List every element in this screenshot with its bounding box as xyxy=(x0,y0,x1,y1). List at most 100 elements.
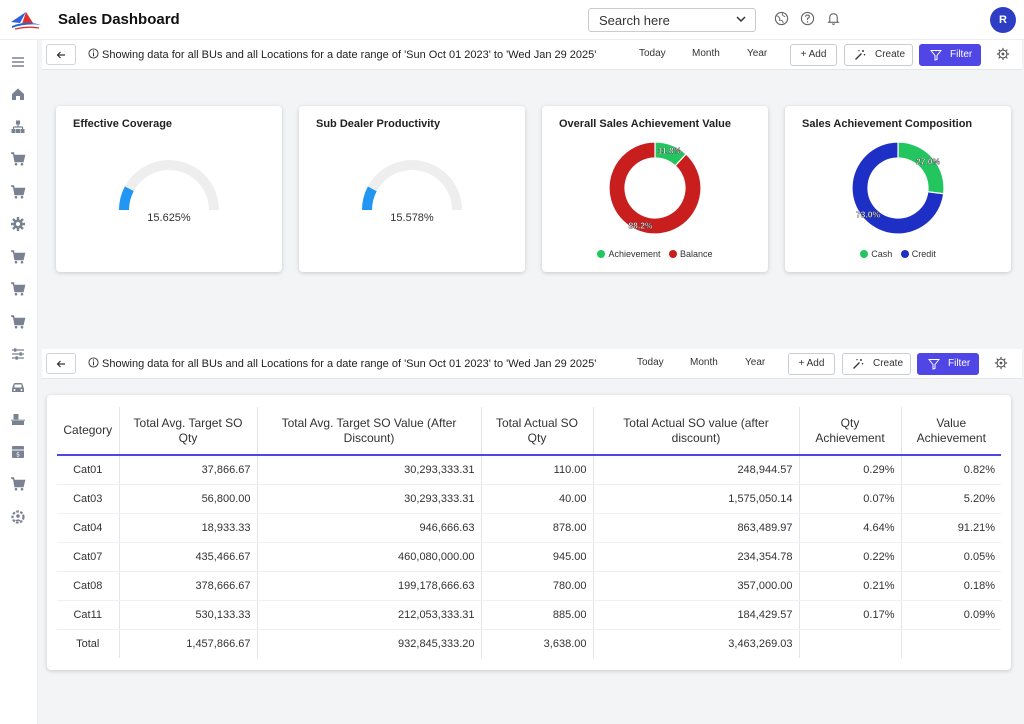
effective-coverage-gauge xyxy=(119,160,219,210)
table-cell: 30,293,333.31 xyxy=(257,484,482,514)
table-row[interactable]: Cat04 18,933.33 946,666.63 878.00 863,489.97… xyxy=(57,513,1001,543)
filter-label: Filter xyxy=(950,49,973,60)
create-label: Create xyxy=(875,49,906,60)
composition-donut-chart: 27.0% 73.0% xyxy=(851,141,945,235)
menu-icon[interactable] xyxy=(10,54,26,70)
table-cell: 212,053,333.31 xyxy=(257,600,482,630)
add-button[interactable]: + Add xyxy=(788,353,835,375)
legend-label: Credit xyxy=(911,249,936,259)
company-logo[interactable] xyxy=(9,8,43,32)
table-cell: Cat11 xyxy=(57,600,120,630)
donut-slice-label: 88.2% xyxy=(628,220,653,230)
chart-legend: Achievement Balance xyxy=(542,249,768,259)
donut-slice-label: 11.8% xyxy=(658,146,682,156)
gear-icon[interactable] xyxy=(994,356,1008,370)
table-cell: 18,933.33 xyxy=(119,513,258,543)
legend-item-credit[interactable]: Credit xyxy=(900,249,936,259)
table-cell: 0.05% xyxy=(901,542,1001,572)
column-header[interactable]: Category xyxy=(57,407,120,456)
table-body: Cat01 37,866.67 30,293,333.31 110.00 248,944… xyxy=(57,455,1001,658)
column-header[interactable]: Total Avg. Target SO Qty xyxy=(119,407,258,456)
home-icon[interactable] xyxy=(10,86,26,102)
table-row[interactable]: Cat03 56,800.00 30,293,333.31 40.00 1,575,05… xyxy=(57,484,1001,514)
gauge-fill xyxy=(362,186,377,210)
gear-icon[interactable] xyxy=(996,47,1010,61)
help-icon[interactable] xyxy=(800,11,815,26)
today-button[interactable]: Today xyxy=(639,48,666,59)
filter-button[interactable]: Filter xyxy=(917,353,979,375)
search-dropdown[interactable]: Search here xyxy=(588,8,756,32)
table-cell: 4.64% xyxy=(799,513,902,543)
filter-button[interactable]: Filter xyxy=(919,44,981,66)
table-total-row[interactable]: Total 1,457,866.67 932,845,333.20 3,638.00 3… xyxy=(57,629,1001,658)
category-table: Category Total Avg. Target SO Qty Total Av… xyxy=(57,407,1001,658)
table-row[interactable]: Cat07 435,466.67 460,080,000.00 945.00 234,3… xyxy=(57,542,1001,572)
car-icon[interactable] xyxy=(10,379,26,395)
cart-icon[interactable] xyxy=(10,151,26,167)
column-header[interactable]: Qty Achievement xyxy=(799,407,902,456)
create-button[interactable]: Create xyxy=(842,353,911,375)
table-cell: 3,638.00 xyxy=(481,629,594,658)
column-header[interactable]: Total Actual SO Qty xyxy=(481,407,594,456)
cart-icon[interactable] xyxy=(10,281,26,297)
legend-item-achievement[interactable]: Achievement xyxy=(597,249,660,259)
column-header[interactable]: Total Actual SO value (after discount) xyxy=(593,407,800,456)
sub-dealer-productivity-gauge xyxy=(362,160,462,210)
table-row[interactable]: Cat08 378,666.67 199,178,666.63 780.00 357,0… xyxy=(57,571,1001,601)
table-cell: Cat07 xyxy=(57,542,120,572)
user-avatar[interactable]: R xyxy=(990,7,1016,33)
back-button[interactable] xyxy=(46,44,76,65)
table-cell: 0.82% xyxy=(901,455,1001,485)
add-button[interactable]: + Add xyxy=(790,44,837,66)
cart-icon[interactable] xyxy=(10,476,26,492)
store-icon[interactable]: $ xyxy=(10,444,26,460)
table-row[interactable]: Cat01 37,866.67 30,293,333.31 110.00 248,944… xyxy=(57,455,1001,485)
back-button[interactable] xyxy=(46,353,76,374)
create-button[interactable]: Create xyxy=(844,44,913,66)
kpi-title: Overall Sales Achievement Value xyxy=(559,118,732,130)
table-cell: 0.18% xyxy=(901,571,1001,601)
table-cell: 3,463,269.03 xyxy=(593,629,800,658)
table-cell: 357,000.00 xyxy=(593,571,800,601)
cart-icon[interactable] xyxy=(10,184,26,200)
table-cell: 863,489.97 xyxy=(593,513,800,543)
kpi-value: 15.578% xyxy=(390,212,434,224)
legend-item-cash[interactable]: Cash xyxy=(860,249,892,259)
table-toolbar: Showing data for all BUs and all Locatio… xyxy=(42,349,1022,379)
legend-dot xyxy=(597,250,606,258)
legend-dot xyxy=(669,250,677,258)
globe-icon[interactable] xyxy=(774,11,789,26)
donut-slice-credit[interactable] xyxy=(851,141,945,235)
bell-icon[interactable] xyxy=(826,11,841,26)
year-button[interactable]: Year xyxy=(747,48,768,59)
month-button[interactable]: Month xyxy=(690,357,718,368)
cart-icon[interactable] xyxy=(10,314,26,330)
table-cell: 530,133.33 xyxy=(119,600,258,630)
hierarchy-icon[interactable] xyxy=(10,119,26,135)
month-button[interactable]: Month xyxy=(692,48,720,59)
table-cell: 110.00 xyxy=(481,455,594,485)
legend-item-balance[interactable]: Balance xyxy=(669,249,713,259)
inventory-icon[interactable] xyxy=(10,411,26,427)
table-cell: 1,575,050.14 xyxy=(593,484,800,514)
table-cell: 945.00 xyxy=(481,542,594,572)
gauge-fill xyxy=(119,186,134,210)
donut-slice-cash[interactable] xyxy=(897,141,945,195)
filter-icon xyxy=(930,50,942,61)
sidebar: $ xyxy=(0,40,38,724)
info-icon xyxy=(88,48,99,59)
today-button[interactable]: Today xyxy=(637,357,664,368)
donut-slice-balance[interactable] xyxy=(608,141,702,235)
cart-icon[interactable] xyxy=(10,249,26,265)
column-header[interactable]: Total Avg. Target SO Value (After Discou… xyxy=(257,407,482,456)
year-button[interactable]: Year xyxy=(745,357,766,368)
table-cell: Cat01 xyxy=(57,455,120,485)
table-cell: 435,466.67 xyxy=(119,542,258,572)
group-settings-icon[interactable] xyxy=(10,509,26,525)
settings-icon[interactable] xyxy=(10,216,26,232)
sliders-icon[interactable] xyxy=(10,346,26,362)
chart-legend: Cash Credit xyxy=(785,249,1011,259)
table-cell: 40.00 xyxy=(481,484,594,514)
column-header[interactable]: Value Achievement xyxy=(901,407,1001,456)
table-row[interactable]: Cat11 530,133.33 212,053,333.31 885.00 184,4… xyxy=(57,600,1001,630)
